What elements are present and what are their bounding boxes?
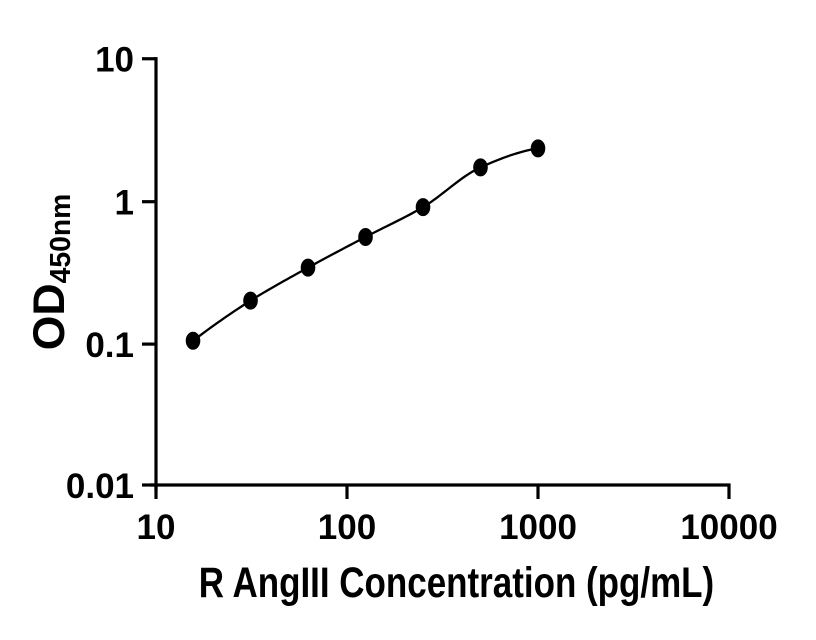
svg-text:100: 100 [318,508,376,547]
svg-text:1000: 1000 [499,508,577,547]
svg-text:10: 10 [137,508,176,547]
svg-text:0.01: 0.01 [66,467,134,506]
svg-text:OD450nm: OD450nm [25,194,76,351]
svg-text:10000: 10000 [680,508,777,547]
svg-text:0.1: 0.1 [85,326,134,365]
svg-text:10: 10 [95,41,134,80]
svg-text:1: 1 [115,184,134,223]
svg-text:R AngIII Concentration (pg/mL): R AngIII Concentration (pg/mL) [199,560,714,607]
